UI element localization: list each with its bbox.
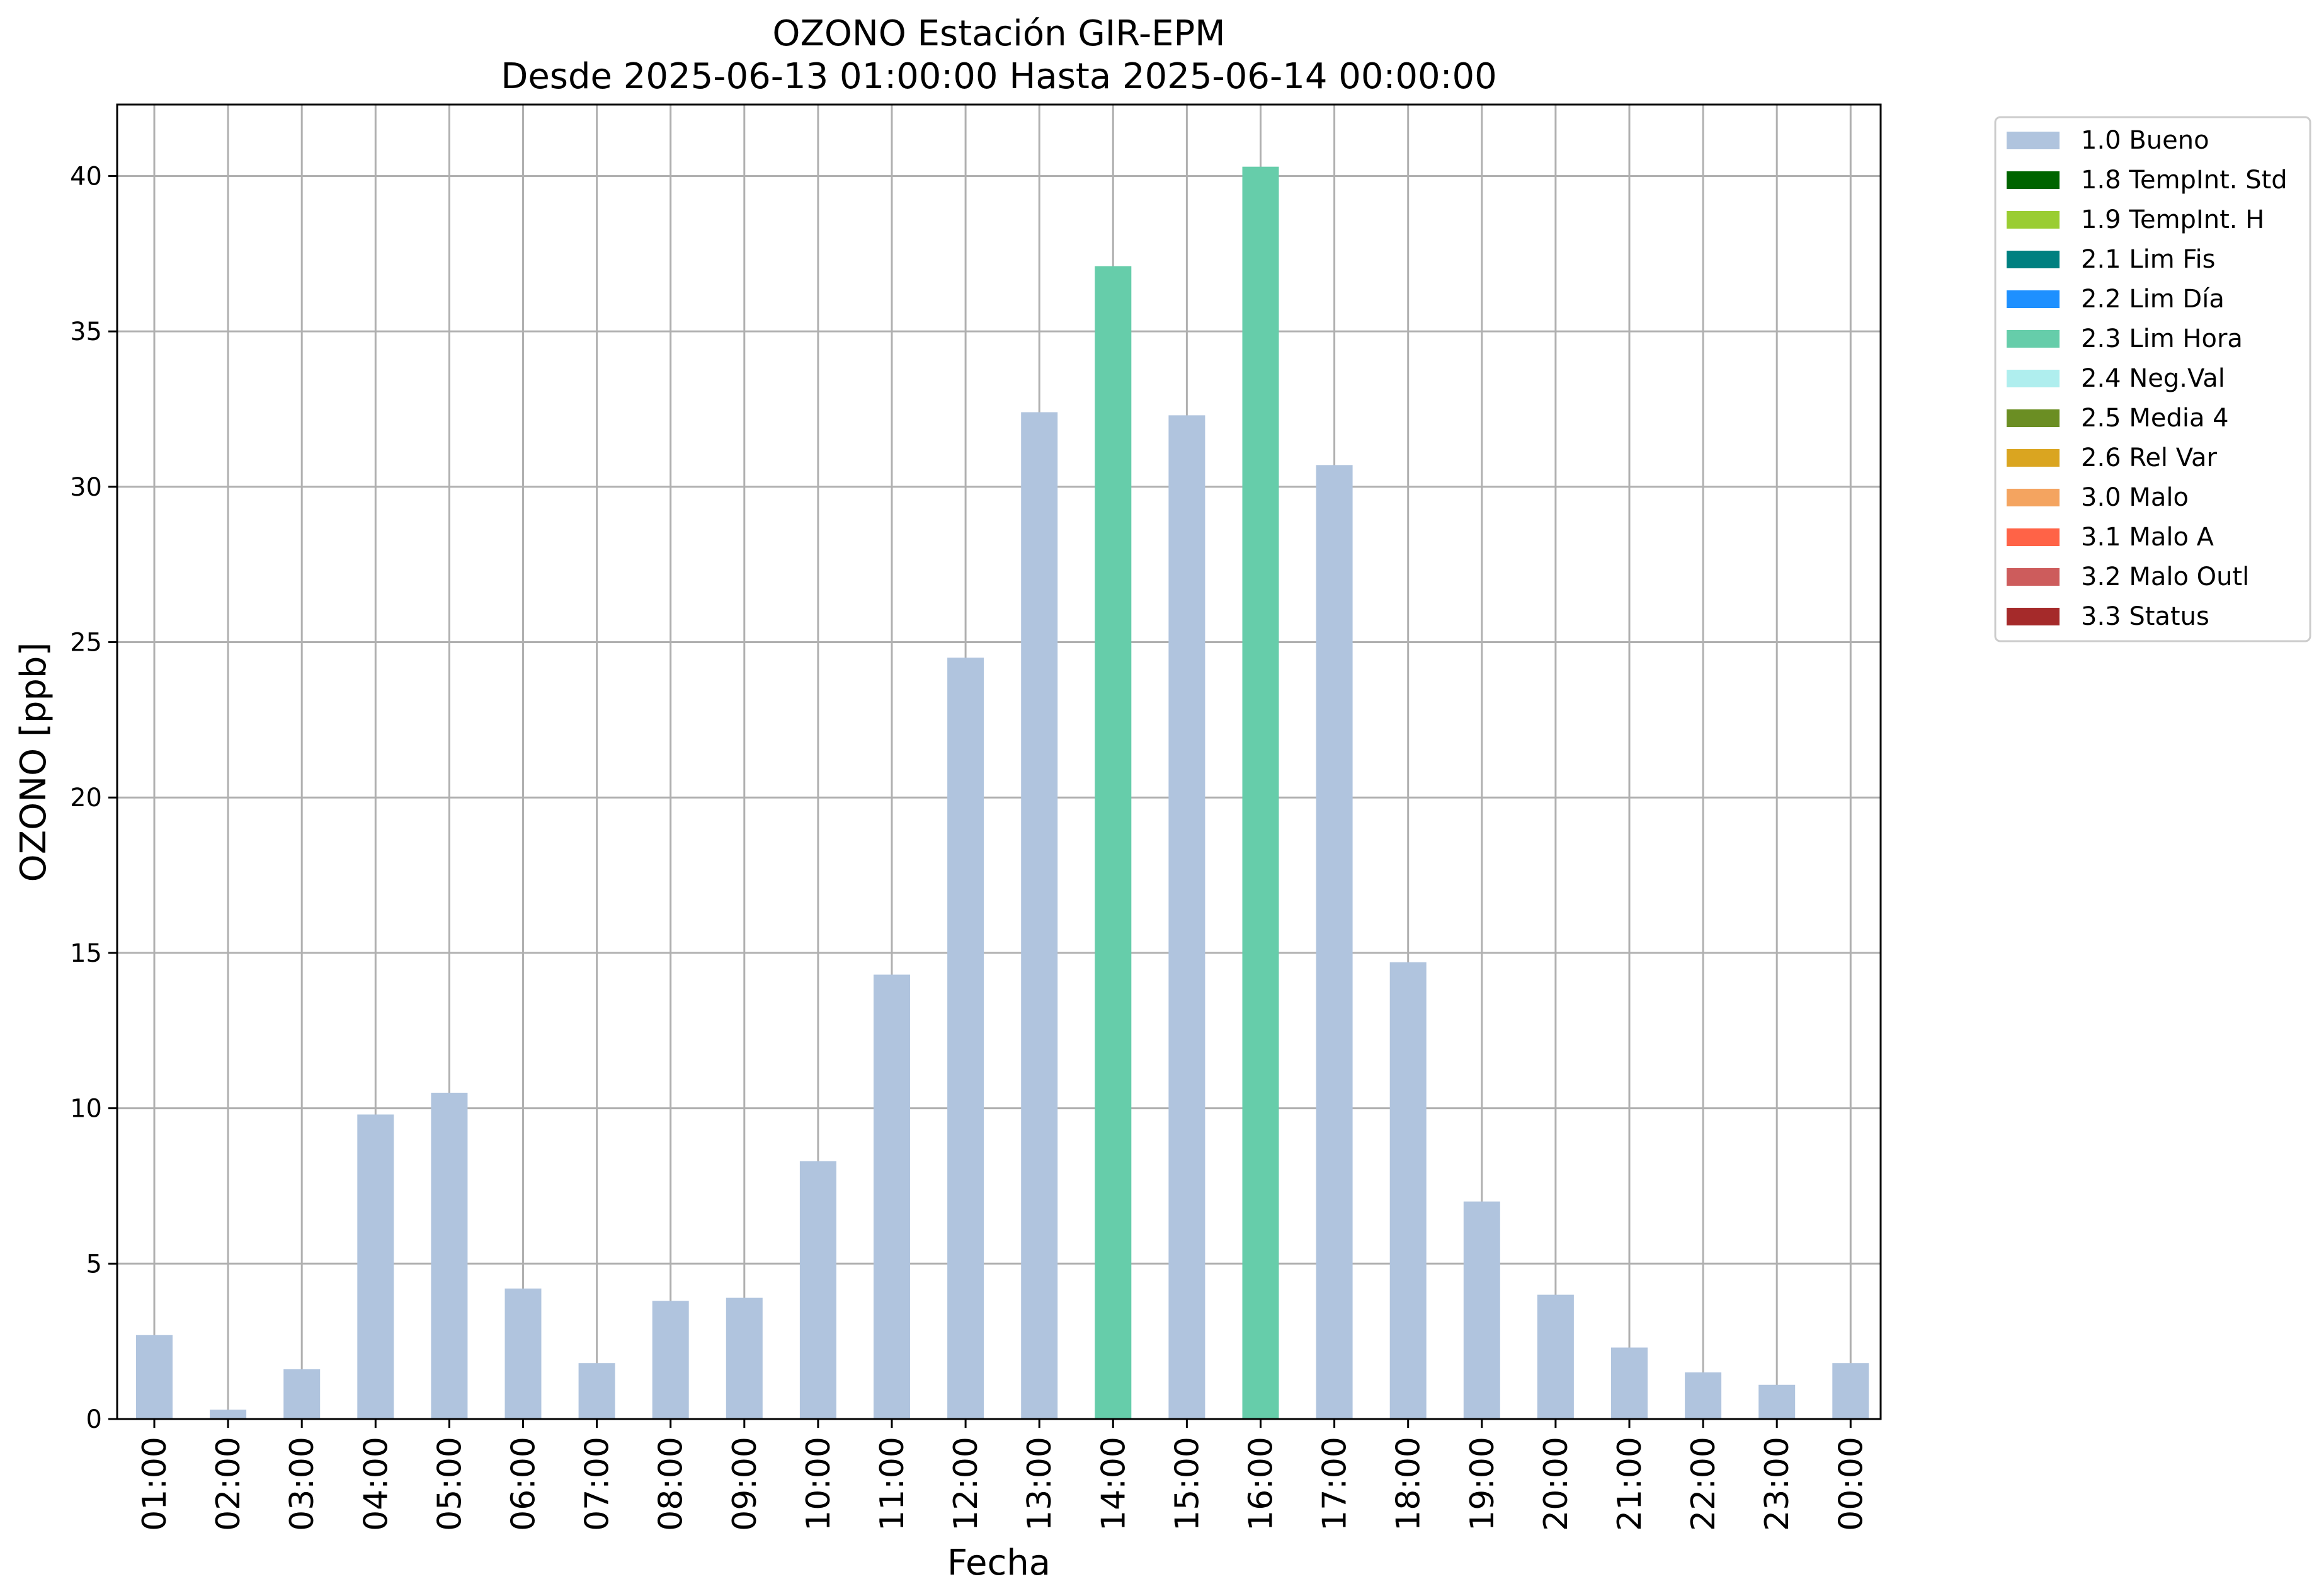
x-tick-label: 04:00 [357, 1437, 395, 1531]
x-tick-label: 12:00 [947, 1437, 985, 1531]
x-tick-label: 10:00 [800, 1437, 838, 1531]
legend-swatch [2007, 132, 2060, 149]
y-tick-label: 0 [86, 1405, 102, 1434]
bar-1100 [874, 974, 910, 1419]
legend-label: 3.1 Malo A [2081, 523, 2214, 552]
legend-box [1994, 116, 2311, 642]
legend-label: 3.2 Malo Outl [2081, 562, 2249, 591]
x-tick-label: 09:00 [726, 1437, 764, 1531]
x-tick-label: 21:00 [1611, 1437, 1649, 1531]
x-tick-label: 23:00 [1758, 1437, 1796, 1531]
bar-2100 [1611, 1347, 1648, 1419]
legend-label: 2.4 Neg.Val [2081, 364, 2225, 393]
y-tick-label: 5 [86, 1250, 102, 1279]
bar-1400 [1095, 266, 1132, 1420]
x-tick-label: 03:00 [283, 1437, 321, 1531]
bar-0600 [504, 1288, 542, 1419]
legend-label: 1.0 Bueno [2081, 126, 2209, 155]
legend-swatch [2007, 290, 2060, 308]
legend-label: 1.9 TempInt. H [2081, 205, 2264, 234]
x-tick-label: 02:00 [210, 1437, 248, 1531]
x-tick-label: 17:00 [1316, 1437, 1354, 1531]
y-tick-label: 15 [70, 939, 102, 968]
legend-label: 2.3 Lim Hora [2081, 324, 2243, 353]
x-axis: 01:00 02:00 03:00 04:00 05:00 06:00 07:00 08:00… [136, 1419, 1870, 1531]
legend-swatch [2007, 370, 2060, 387]
bar-1800 [1389, 962, 1427, 1419]
bar-0000 [1832, 1363, 1869, 1419]
legend-swatch [2007, 409, 2060, 427]
legend-swatch [2007, 608, 2060, 625]
y-tick-label: 10 [70, 1095, 102, 1124]
legend: 1.0 Bueno 1.8 TempInt. Std 1.9 TempInt. H 2… [1994, 116, 2311, 642]
bar-1700 [1316, 465, 1353, 1419]
legend-label: 2.2 Lim Día [2081, 285, 2225, 314]
y-axis: 0 5 10 15 20 25 30 35 40 [70, 162, 117, 1434]
x-tick-label: 00:00 [1832, 1437, 1870, 1531]
bar-1500 [1168, 415, 1205, 1419]
bar-0900 [726, 1297, 763, 1419]
plot-frame [116, 103, 1882, 1420]
bar-0800 [652, 1301, 689, 1419]
legend-swatch [2007, 330, 2060, 348]
bar-1200 [947, 658, 984, 1419]
legend-swatch [2007, 489, 2060, 506]
x-tick-label: 19:00 [1464, 1437, 1501, 1531]
x-tick-label: 06:00 [505, 1437, 543, 1531]
x-tick-label: 11:00 [874, 1437, 911, 1531]
y-tick-label: 25 [70, 629, 102, 658]
y-tick-label: 30 [70, 473, 102, 502]
x-tick-label: 14:00 [1095, 1437, 1132, 1531]
bar-2000 [1537, 1294, 1574, 1419]
legend-label: 2.5 Media 4 [2081, 404, 2229, 433]
x-tick-label: 08:00 [652, 1437, 690, 1531]
bar-1300 [1021, 412, 1058, 1420]
x-tick-label: 05:00 [431, 1437, 469, 1531]
bar-0200 [210, 1410, 247, 1419]
y-tick-label: 35 [70, 317, 102, 346]
x-tick-label: 01:00 [136, 1437, 174, 1531]
x-axis-label: Fecha [947, 1542, 1051, 1583]
x-tick-label: 15:00 [1168, 1437, 1206, 1531]
bar-1900 [1463, 1201, 1500, 1419]
legend-swatch [2007, 568, 2060, 586]
bar-1000 [799, 1161, 836, 1419]
legend-label: 3.3 Status [2081, 602, 2209, 631]
legend-swatch [2007, 528, 2060, 546]
legend-label: 2.1 Lim Fis [2081, 245, 2215, 274]
x-tick-label: 20:00 [1537, 1437, 1575, 1531]
bar-2200 [1685, 1372, 1722, 1419]
bar-0500 [431, 1092, 468, 1419]
bar-1600 [1242, 166, 1279, 1419]
x-tick-label: 16:00 [1243, 1437, 1280, 1531]
x-tick-label: 22:00 [1685, 1437, 1723, 1531]
bar-0100 [136, 1335, 173, 1419]
legend-label: 1.8 TempInt. Std [2081, 166, 2288, 195]
bar-0300 [283, 1369, 321, 1419]
bar-0400 [357, 1114, 394, 1419]
x-tick-label: 07:00 [579, 1437, 617, 1531]
legend-label: 2.6 Rel Var [2081, 443, 2218, 472]
legend-swatch [2007, 171, 2060, 189]
y-tick-label: 40 [70, 162, 102, 191]
legend-swatch [2007, 251, 2060, 268]
bars [136, 166, 1869, 1420]
chart-title: OZONO Estación GIR-EPM [772, 13, 1225, 54]
legend-label: 3.0 Malo [2081, 483, 2189, 512]
bar-2300 [1758, 1384, 1796, 1419]
y-axis-label: OZONO [ppb] [13, 642, 54, 882]
legend-swatch [2007, 449, 2060, 467]
legend-swatch [2007, 211, 2060, 229]
x-tick-label: 13:00 [1021, 1437, 1059, 1531]
x-tick-label: 18:00 [1390, 1437, 1428, 1531]
bar-0700 [578, 1363, 615, 1419]
y-tick-label: 20 [70, 784, 102, 812]
chart-subtitle: Desde 2025-06-13 01:00:00 Hasta 2025-06-… [501, 56, 1497, 97]
